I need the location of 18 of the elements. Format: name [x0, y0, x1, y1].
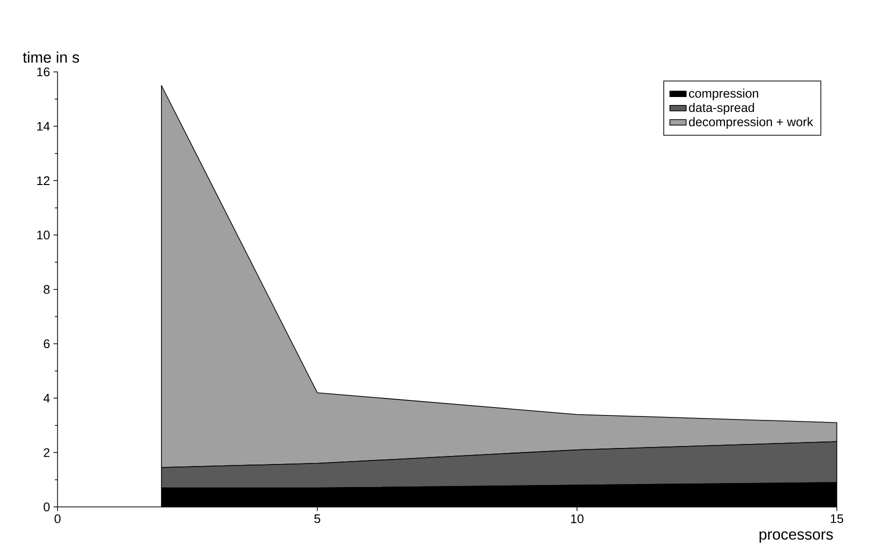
- y-tick-label: 16: [37, 68, 50, 76]
- y-tick-label: 4: [43, 394, 50, 402]
- y-tick-label: 12: [37, 176, 50, 186]
- y-tick-label: 2: [44, 448, 50, 457]
- y-axis-title: time in s: [22, 52, 80, 63]
- x-tick-label: 0: [54, 514, 61, 524]
- y-tick-label: 14: [37, 122, 50, 131]
- x-tick-label: 15: [830, 514, 844, 524]
- y-tick-label: 10: [37, 230, 50, 240]
- y-tick-label: 6: [44, 339, 50, 348]
- x-tick-label: 10: [571, 514, 584, 524]
- y-tick-label: 8: [44, 285, 50, 294]
- legend-label: compression: [689, 88, 758, 100]
- legend-label: decompression + work: [689, 117, 814, 129]
- y-tick-label: 0: [44, 502, 50, 512]
- x-axis-title: processors: [760, 531, 833, 543]
- legend-label: data-spread: [689, 102, 754, 115]
- x-tick-label: 5: [314, 514, 320, 524]
